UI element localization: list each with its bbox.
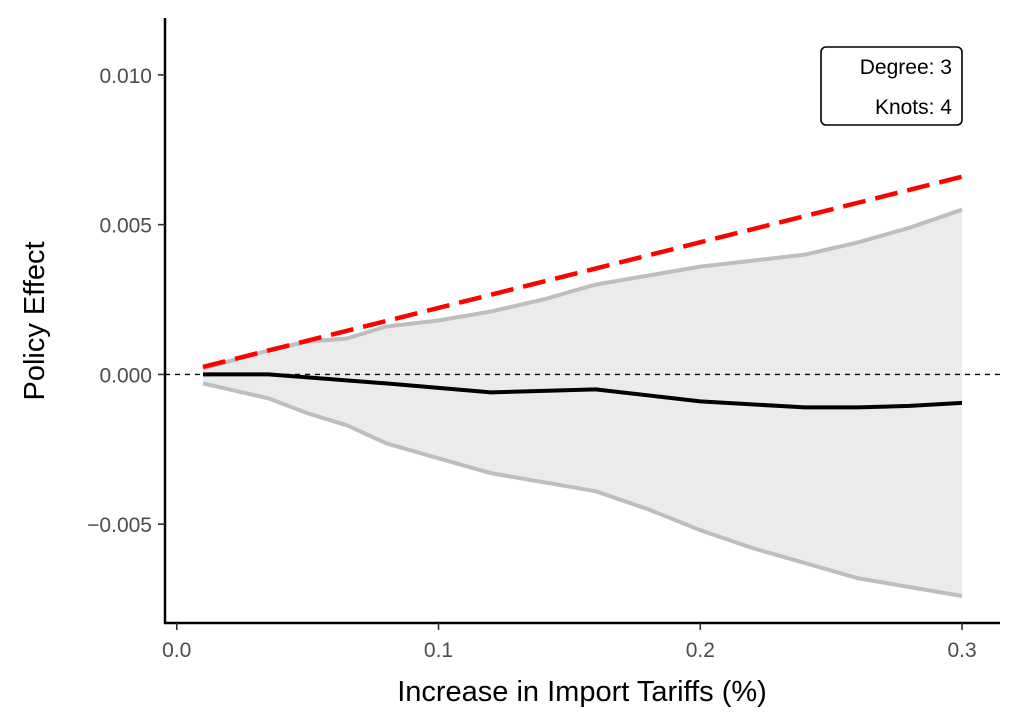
x-tick-label: 0.1 bbox=[424, 639, 453, 662]
confidence-band bbox=[203, 209, 962, 596]
y-tick-label: 0.010 bbox=[99, 65, 152, 88]
legend-knots: Knots: 4 bbox=[875, 96, 952, 119]
y-tick-label: −0.005 bbox=[87, 514, 152, 537]
x-tick-label: 0.2 bbox=[686, 639, 715, 662]
x-tick-label: 0.3 bbox=[947, 639, 976, 662]
plot-area bbox=[165, 174, 1000, 598]
y-axis-title: Policy Effect bbox=[19, 241, 51, 400]
lower-bound-line bbox=[202, 381, 963, 598]
x-axis-title: Increase in Import Tariffs (%) bbox=[397, 676, 767, 708]
legend-frame bbox=[820, 46, 963, 126]
y-tick-label: 0.000 bbox=[99, 364, 152, 387]
y-tick-label: 0.005 bbox=[99, 215, 152, 238]
estimate-line bbox=[203, 372, 963, 410]
legend-box: Degree: 3 Knots: 4 bbox=[820, 46, 963, 126]
legend-degree: Degree: 3 bbox=[860, 56, 952, 79]
x-tick-label: 0.0 bbox=[162, 639, 191, 662]
upper-bound-line bbox=[202, 207, 963, 371]
axes: 0.0 0.1 0.2 0.3 −0.005 0.000 0.005 0.010 bbox=[87, 18, 1000, 662]
